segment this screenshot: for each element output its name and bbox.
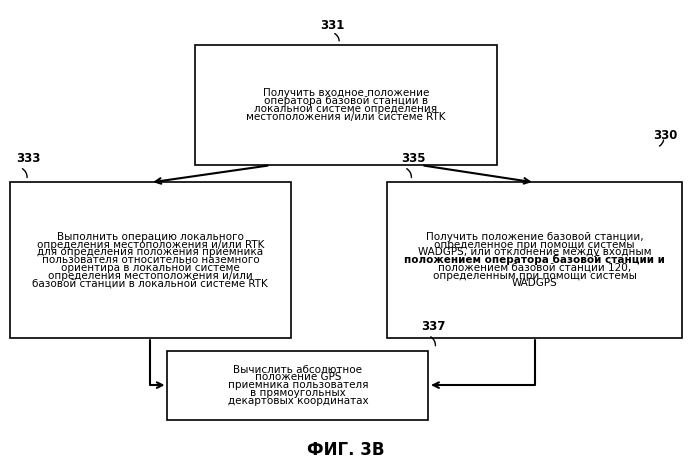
- Text: Получить положение базовой станции,: Получить положение базовой станции,: [426, 232, 644, 242]
- Text: положением оператора базовой станции и: положением оператора базовой станции и: [404, 255, 665, 265]
- Text: определенным при помощи системы: определенным при помощи системы: [433, 271, 637, 280]
- Text: определения местоположения и/или RTK: определения местоположения и/или RTK: [36, 240, 264, 250]
- FancyBboxPatch shape: [387, 183, 682, 338]
- FancyBboxPatch shape: [10, 183, 291, 338]
- Text: Выполнить операцию локального: Выполнить операцию локального: [57, 232, 244, 242]
- Text: 331: 331: [320, 18, 345, 32]
- Text: ориентира в локальной системе: ориентира в локальной системе: [61, 263, 240, 273]
- Text: оператора базовой станции в: оператора базовой станции в: [264, 96, 428, 106]
- Text: местоположения и/или системе RTK: местоположения и/или системе RTK: [246, 112, 446, 122]
- Text: определенное при помощи системы: определенное при помощи системы: [434, 240, 635, 250]
- Text: Получить входное положение: Получить входное положение: [263, 88, 429, 98]
- Text: для определения положения приемника: для определения положения приемника: [37, 247, 264, 257]
- Text: определения местоположения и/или: определения местоположения и/или: [48, 271, 253, 280]
- Text: 335: 335: [401, 152, 425, 165]
- Text: ФИГ. 3В: ФИГ. 3В: [307, 441, 384, 459]
- Text: декартовых координатах: декартовых координатах: [228, 396, 368, 406]
- Text: приемника пользователя: приемника пользователя: [228, 380, 368, 390]
- Text: в прямоугольных: в прямоугольных: [250, 388, 346, 398]
- Text: 333: 333: [17, 152, 41, 165]
- FancyBboxPatch shape: [195, 45, 497, 165]
- Text: базовой станции в локальной системе RTK: базовой станции в локальной системе RTK: [32, 278, 268, 288]
- Text: положение GPS: положение GPS: [254, 372, 341, 382]
- Text: положением базовой станции 120,: положением базовой станции 120,: [438, 263, 631, 273]
- Text: WADGPS, или отклонение между входным: WADGPS, или отклонение между входным: [418, 247, 651, 257]
- Text: 330: 330: [653, 129, 677, 141]
- Text: WADGPS: WADGPS: [512, 278, 558, 288]
- Text: локальной системе определения: локальной системе определения: [254, 104, 438, 114]
- Text: пользователя относительно наземного: пользователя относительно наземного: [41, 255, 259, 265]
- Text: Вычислить абсолютное: Вычислить абсолютное: [233, 364, 362, 375]
- Text: 337: 337: [421, 320, 446, 333]
- FancyBboxPatch shape: [168, 351, 428, 420]
